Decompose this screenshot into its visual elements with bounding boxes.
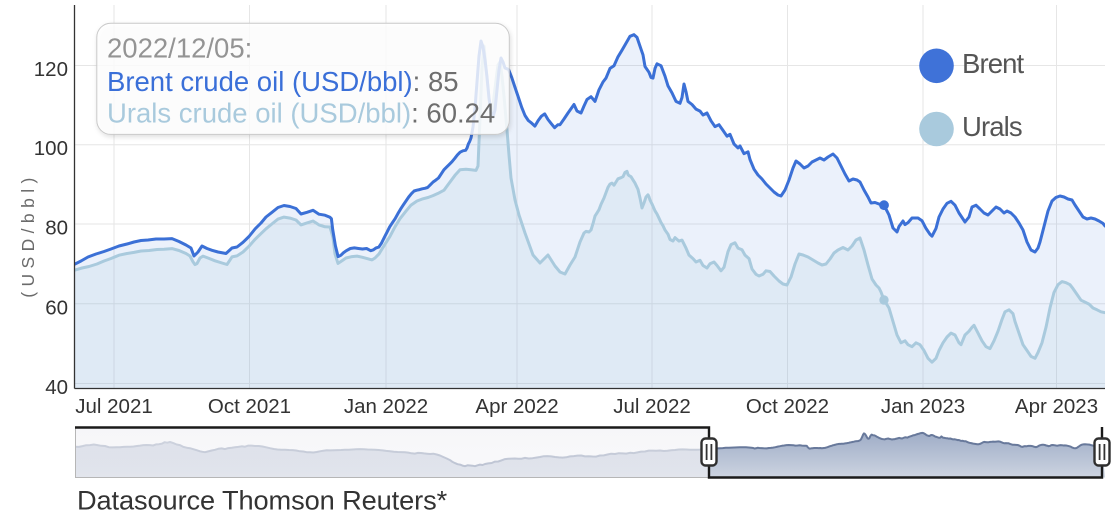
svg-text:2022/12/05:: 2022/12/05: [107,33,252,64]
svg-text:Datasource Thomson Reuters*: Datasource Thomson Reuters* [77,485,448,516]
svg-text:Jan 2023: Jan 2023 [881,395,965,418]
svg-text:Oct 2021: Oct 2021 [208,395,291,418]
svg-text:(USD/bbl): (USD/bbl) [18,172,38,297]
svg-text:80: 80 [45,217,68,240]
svg-text:40: 40 [45,376,68,399]
svg-text:Apr 2023: Apr 2023 [1015,395,1098,418]
svg-text:Jan 2022: Jan 2022 [344,395,428,418]
svg-text:Brent: Brent [962,48,1024,79]
svg-text:100: 100 [34,137,68,160]
svg-text:Urals: Urals [962,111,1022,142]
svg-text:120: 120 [34,58,68,81]
svg-text:Urals crude oil (USD/bbl): 60.: Urals crude oil (USD/bbl): 60.24 [107,98,495,129]
svg-text:60: 60 [45,296,68,319]
svg-text:Jul 2022: Jul 2022 [613,395,691,418]
svg-text:Jul 2021: Jul 2021 [75,395,153,418]
svg-text:Oct 2022: Oct 2022 [746,395,829,418]
svg-text:Brent crude oil (USD/bbl): 85: Brent crude oil (USD/bbl): 85 [107,66,459,97]
svg-text:Apr 2022: Apr 2022 [475,395,558,418]
